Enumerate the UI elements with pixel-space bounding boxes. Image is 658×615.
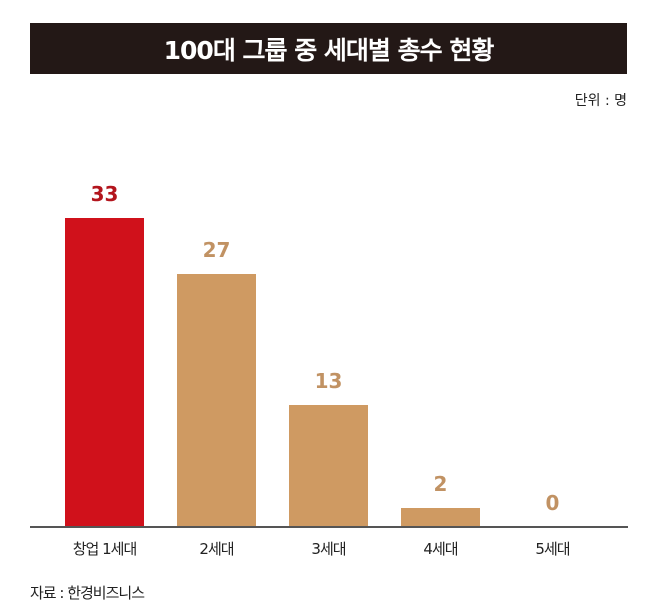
unit-label: 단위 : 명	[574, 93, 627, 109]
bar-value-label: 0	[545, 491, 560, 515]
bar	[177, 274, 256, 527]
x-axis-category-label: 4세대	[423, 540, 458, 558]
x-axis-line	[30, 526, 628, 528]
x-axis-category-label: 5세대	[535, 540, 570, 558]
bar-value-label: 2	[433, 472, 448, 496]
plot-area: 33 27 13 2 0	[30, 120, 628, 527]
bar-value-label: 33	[90, 182, 119, 206]
source-note: 자료 : 한경비즈니스	[30, 584, 145, 602]
x-axis-category-label: 2세대	[199, 540, 234, 558]
bar	[401, 508, 480, 527]
x-axis-category-label: 창업 1세대	[72, 540, 138, 558]
bar-value-label: 13	[314, 369, 343, 393]
chart-title-band: 100대 그룹 중 세대별 총수 현황	[30, 23, 627, 74]
x-axis-category-label: 3세대	[311, 540, 346, 558]
bar	[289, 405, 368, 527]
chart-title: 100대 그룹 중 세대별 총수 현황	[163, 35, 495, 65]
bar-value-label: 27	[202, 238, 231, 262]
bar	[65, 218, 144, 527]
